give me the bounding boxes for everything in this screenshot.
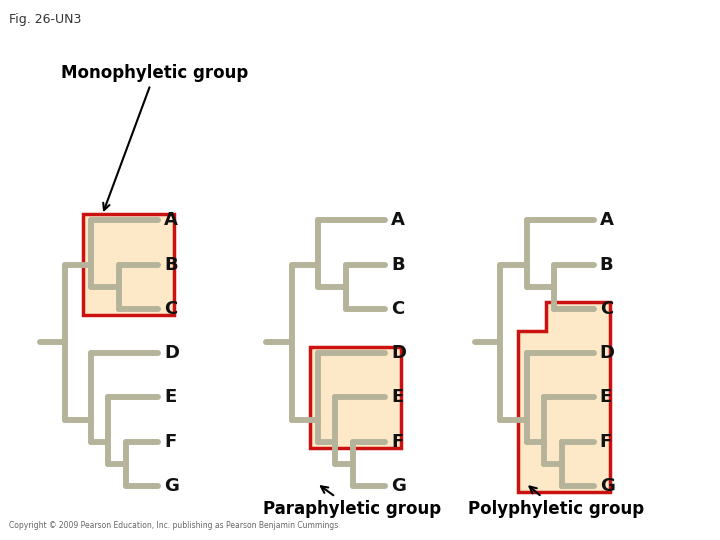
Text: D: D [600, 344, 615, 362]
Text: C: C [600, 300, 613, 318]
Text: A: A [600, 211, 613, 230]
Text: E: E [600, 388, 612, 407]
Bar [83, 214, 174, 315]
Text: Paraphyletic group: Paraphyletic group [263, 487, 441, 518]
Text: C: C [391, 300, 404, 318]
Text: G: G [164, 477, 179, 495]
Text: B: B [600, 255, 613, 274]
Text: G: G [600, 477, 615, 495]
Text: G: G [391, 477, 406, 495]
Text: Fig. 26-UN3: Fig. 26-UN3 [9, 14, 81, 26]
Text: A: A [164, 211, 178, 230]
Text: Monophyletic group: Monophyletic group [61, 64, 248, 210]
Text: Copyright © 2009 Pearson Education, Inc. publishing as Pearson Benjamin Cummings: Copyright © 2009 Pearson Education, Inc.… [9, 521, 338, 530]
Text: C: C [164, 300, 177, 318]
Text: D: D [391, 344, 406, 362]
Text: D: D [164, 344, 179, 362]
Text: B: B [164, 255, 178, 274]
Text: A: A [391, 211, 405, 230]
Text: F: F [600, 433, 612, 451]
Text: F: F [164, 433, 176, 451]
Bar [310, 347, 401, 448]
Text: E: E [164, 388, 176, 407]
Text: B: B [391, 255, 405, 274]
Text: E: E [391, 388, 403, 407]
Text: F: F [391, 433, 403, 451]
Polygon shape [518, 302, 610, 492]
Text: Polyphyletic group: Polyphyletic group [468, 487, 644, 518]
